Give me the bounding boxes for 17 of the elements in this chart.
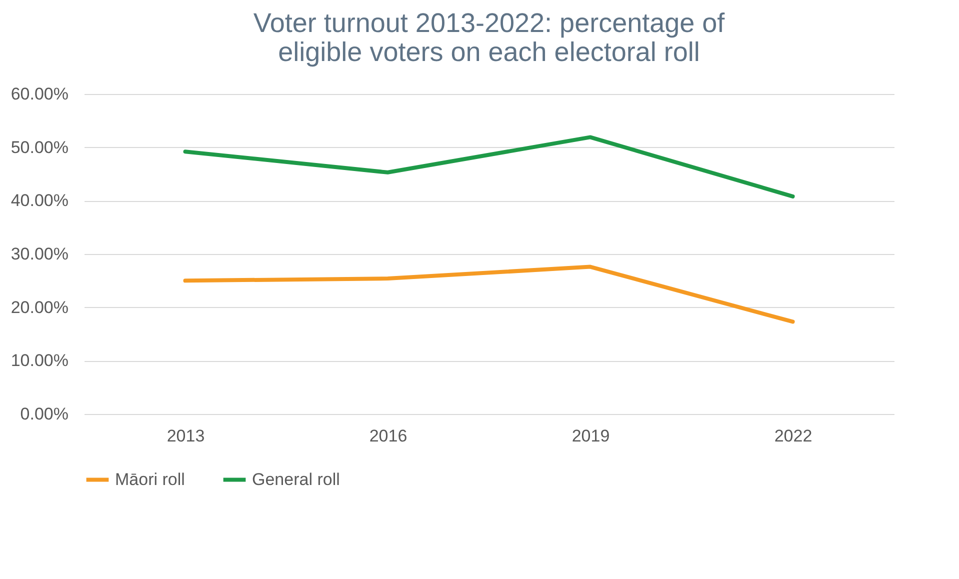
x-tick-label: 2013 — [166, 426, 205, 446]
y-tick-label: 20.00% — [10, 298, 68, 317]
line-series — [183, 264, 795, 324]
y-tick-label: 0.00% — [20, 404, 68, 424]
line-series — [183, 135, 795, 198]
text: eligible voters on each electoral roll — [278, 37, 700, 67]
x-tick-label: 2022 — [774, 426, 812, 446]
legend-label: Māori roll — [115, 470, 185, 489]
y-tick-label: 10.00% — [10, 351, 68, 370]
legend-label: General roll — [252, 470, 340, 489]
x-tick-label: 2016 — [369, 426, 408, 446]
y-tick-label: 40.00% — [10, 191, 68, 210]
y-tick-label: 60.00% — [10, 84, 68, 104]
x-tick-label: 2019 — [572, 426, 610, 446]
y-tick-label: 30.00% — [10, 244, 68, 264]
y-tick-label: 50.00% — [10, 138, 68, 157]
text: Voter turnout 2013-2022: percentage of — [253, 8, 725, 38]
